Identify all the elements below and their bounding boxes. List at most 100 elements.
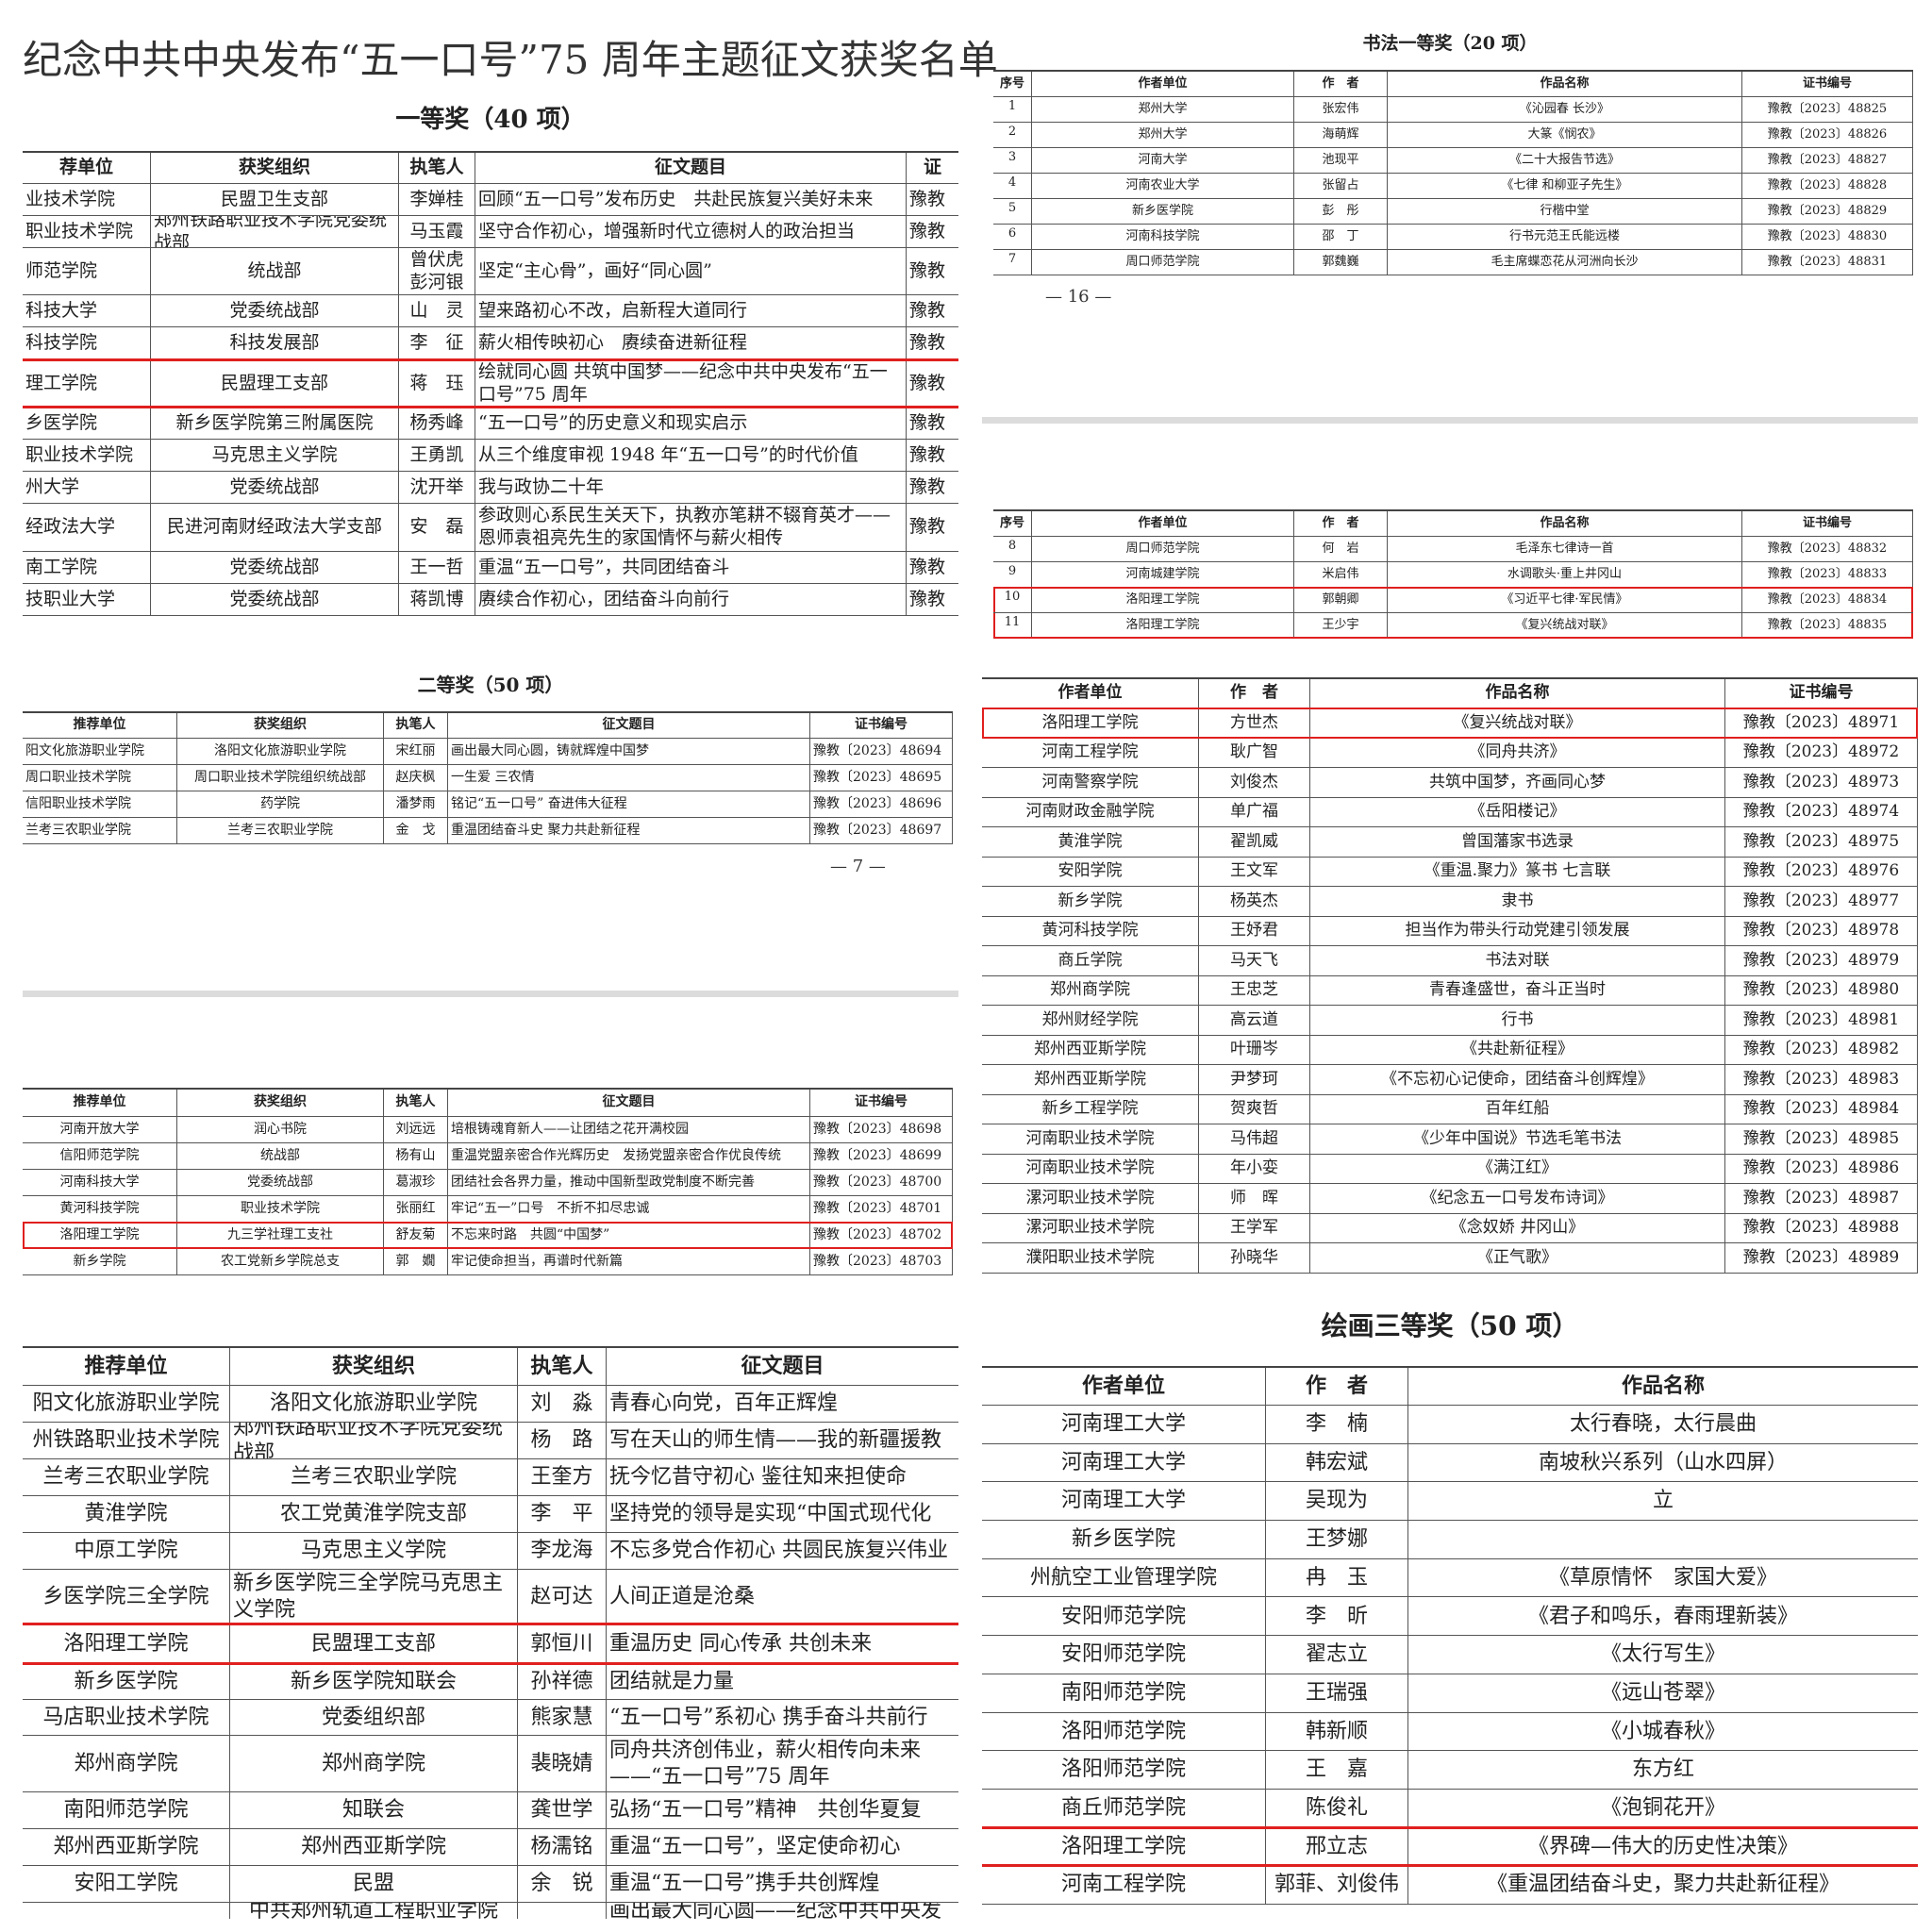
table-cell: 郑州商学院 <box>230 1736 518 1791</box>
table-row: 兰考三农职业学院 兰考三农职业学院金 戈重温团结奋斗史 聚力共赴新征程 豫教〔202… <box>23 818 953 844</box>
table-cell: 郑州大学 <box>1032 97 1294 122</box>
table-cell: 豫教〔2023〕48827 <box>1742 148 1913 173</box>
table-cell: 民盟 <box>230 1866 518 1902</box>
table-row: 师范学院 统战部 曾伏虎 彭河银 坚定“主心骨”，画好“同心圆” 豫教 <box>23 248 958 295</box>
column-header: 推荐单位 <box>23 1348 230 1385</box>
table-row: 洛阳理工学院 民盟理工支部 郭恒川 重温历史 同心传承 共创未来 <box>23 1623 958 1665</box>
column-header: 获奖组织 <box>177 713 384 738</box>
calligraphy-heading: 书法一等奖（20 项） <box>1362 33 1538 54</box>
table-cell: 洛阳师范学院 <box>982 1751 1266 1789</box>
table-row: 新乡工程学院 贺爽哲 百年红船 豫教〔2023〕48984 <box>982 1094 1918 1124</box>
table-header-row: 作者单位作 者作品名称 证书编号 <box>982 679 1918 708</box>
table-cell: 《纪念五一口号发布诗词》 <box>1310 1184 1725 1213</box>
table-cell: 安 磊 <box>399 504 475 551</box>
table-cell: 润心书院 <box>177 1117 384 1142</box>
table-cell: 河南大学 <box>1032 148 1294 173</box>
table-cell: 重温历史 同心传承 共创未来 <box>609 1631 872 1656</box>
table-cell: 《二十大报告节选》 <box>1388 148 1742 173</box>
calligraphy-table-a: 序号 作者单位作 者作品名称 证书编号 1 郑州大学 张宏伟 《沁园春 长沙》 豫教〔2023… <box>993 70 1913 275</box>
page-title: 纪念中共中央发布“五一口号”75 周年主题征文获奖名单 <box>23 37 998 83</box>
table-cell: 漯河职业技术学院 <box>982 1184 1199 1213</box>
table-row: 河南警察学院 刘俊杰 共筑中国梦，齐画同心梦 豫教〔2023〕48973 <box>982 768 1918 798</box>
table-cell: 郑州西亚斯学院 <box>982 1035 1199 1064</box>
table-row: 经政法大学 民进河南财经政法大学支部安 磊参政则心系民生关天下，执教亦笔耕不辍育英… <box>23 504 958 552</box>
table-cell: 豫教〔2023〕48974 <box>1725 797 1918 826</box>
table-cell: 重温“五一口号”，坚定使命初心 <box>609 1835 901 1859</box>
table-cell: 水调歌头·重上井冈山 <box>1388 562 1742 587</box>
table-cell: 南阳师范学院 <box>982 1674 1266 1712</box>
table-cell: 《远山苍翠》 <box>1600 1680 1725 1705</box>
table-cell: 《岳阳楼记》 <box>1310 797 1725 826</box>
table-cell: 郭朝卿 <box>1294 588 1388 612</box>
table-row: 濮阳职业技术学院 孙晓华 《正气歌》 豫教〔2023〕48989 <box>982 1243 1918 1274</box>
table-cell: 豫教〔2023〕48825 <box>1742 97 1913 122</box>
table-cell: 豫教〔2023〕48700 <box>810 1170 953 1195</box>
table-cell: 杨 路 <box>518 1423 607 1458</box>
table-row: 安阳师范学院 翟志立 《太行写生》 <box>982 1636 1918 1674</box>
table-row: 信阳职业技术学院 药学院 潘梦雨 铭记“五一口号” 奋进伟大征程 豫教〔2023〕486… <box>23 791 953 818</box>
table-cell: 河南财政金融学院 <box>982 797 1199 826</box>
table-cell: 4 <box>993 174 1032 198</box>
table-row: 南阳师范学院 知联会 龚世学 弘扬“五一口号”精神 共创华夏复 <box>23 1792 958 1829</box>
table-cell: 豫教〔2023〕48832 <box>1742 537 1913 561</box>
table-cell: 坚定“主心骨”，画好“同心圆” <box>475 248 907 294</box>
table-cell: 曾伏虎 彭河银 <box>399 248 475 294</box>
table-row: 科技大学 党委统战部山 灵望来路初心不改，启新程大道同行 豫教 <box>23 295 958 327</box>
table-cell: 马玉霞 <box>399 216 475 247</box>
column-header: 获奖组织 <box>230 1348 518 1385</box>
table-row: 1 郑州大学 张宏伟 《沁园春 长沙》 豫教〔2023〕48825 <box>993 97 1913 123</box>
table-cell: 乡医学院 <box>23 408 151 439</box>
table-row: 职业技术学院 马克思主义学院 王勇凯 从三个维度审视 1948 年“五一口号”的时代价… <box>23 440 958 472</box>
table-cell: 同舟共济创伟业，薪火相传向未来——“五一口号”75 周年 <box>609 1739 922 1789</box>
table-row: 州航空工业管理学院冉 玉 《草原情怀 家国大爱》 <box>982 1558 1918 1598</box>
table-row: 河南职业技术学院 马伟超 《少年中国说》节选毛笔书法 豫教〔2023〕48985 <box>982 1124 1918 1155</box>
table-cell: 豫教 <box>909 188 946 209</box>
table-cell: 画出最大同心圆——纪念中共中央发 <box>609 1903 942 1919</box>
table-cell: 韩新顺 <box>1266 1712 1408 1751</box>
table-cell: 郑州商学院 <box>23 1736 230 1791</box>
table-cell: 豫教〔2023〕48702 <box>810 1223 953 1248</box>
table-cell: 阳文化旅游职业学院 <box>23 739 177 764</box>
table-cell: 曾国藩家书选录 <box>1310 827 1725 857</box>
table-cell: 郑州商学院 <box>982 975 1199 1005</box>
table-cell: 行书 <box>1310 1006 1725 1035</box>
column-header: 执笔人 <box>518 1348 607 1385</box>
table-cell: 《习近平七律·军民情》 <box>1388 588 1742 612</box>
table-cell: 新乡医学院 <box>1032 199 1294 224</box>
table-cell: 孙祥德 <box>518 1664 607 1699</box>
table-row: 黄河科技学院 王妤君 担当作为带头行动党建引领发展 豫教〔2023〕48978 <box>982 916 1918 946</box>
table-cell: 周口师范学院 <box>1032 537 1294 561</box>
table-cell: 豫教 <box>909 411 946 433</box>
table-cell: 知联会 <box>230 1792 518 1828</box>
calligraphy-table-b: 序号 作者单位作 者作品名称 证书编号 8 周口师范学院何 岩毛泽东七律诗一首 豫教〔20… <box>993 509 1913 639</box>
table-row: 新乡学院 杨英杰 隶书 豫教〔2023〕48977 <box>982 887 1918 917</box>
table-cell: 王学军 <box>1199 1213 1310 1242</box>
table-cell: 豫教〔2023〕48835 <box>1742 613 1913 638</box>
table-cell: 郑州西亚斯学院 <box>982 1065 1199 1094</box>
table-row: 乡医学院 新乡医学院第三附属医院 杨秀峰 “五一口号”的历史意义和现实启示 豫教 <box>23 408 958 440</box>
table-cell: 葛淑珍 <box>384 1170 448 1195</box>
table-cell: 豫教〔2023〕48699 <box>810 1143 953 1169</box>
table-cell: 贺爽哲 <box>1199 1094 1310 1124</box>
table-cell: 豫教 <box>909 475 946 497</box>
table-cell: 青春逢盛世，奋斗正当时 <box>1310 975 1725 1005</box>
table-row: 信阳师范学院 统战部 杨有山 重温党盟亲密合作光辉历史 发扬党盟亲密合作优良传统 豫教〔… <box>23 1143 953 1170</box>
table-cell: 洛阳理工学院 <box>1032 613 1294 638</box>
table-cell: 豫教〔2023〕48985 <box>1725 1124 1918 1154</box>
table-cell: 潘梦雨 <box>384 791 448 817</box>
table-row: 黄淮学院 翟凯威 曾国藩家书选录 豫教〔2023〕48975 <box>982 827 1918 858</box>
table-cell: 蒋 珏 <box>399 360 475 407</box>
table-cell: 翟志立 <box>1266 1636 1408 1674</box>
table-cell: 安阳师范学院 <box>982 1597 1266 1636</box>
table-cell: 新乡医学院三全学院马克思主义学院 <box>230 1570 518 1624</box>
table-cell: 洛阳理工学院 <box>1032 588 1294 612</box>
table-cell: 宋红丽 <box>384 739 448 764</box>
column-header: 获奖组织 <box>151 153 399 183</box>
page-number-7: — 7 — <box>830 857 886 876</box>
table-cell: 濮阳职业技术学院 <box>982 1243 1199 1273</box>
column-header: 推荐单位 <box>23 1090 177 1116</box>
table-row: 5 新乡医学院彭 彤行楷中堂 豫教〔2023〕48829 <box>993 199 1913 225</box>
table-cell: 杨濡铭 <box>518 1829 607 1865</box>
table-cell: 山 灵 <box>399 295 475 326</box>
table-header-row: 序号 作者单位作 者作品名称 证书编号 <box>993 72 1913 97</box>
